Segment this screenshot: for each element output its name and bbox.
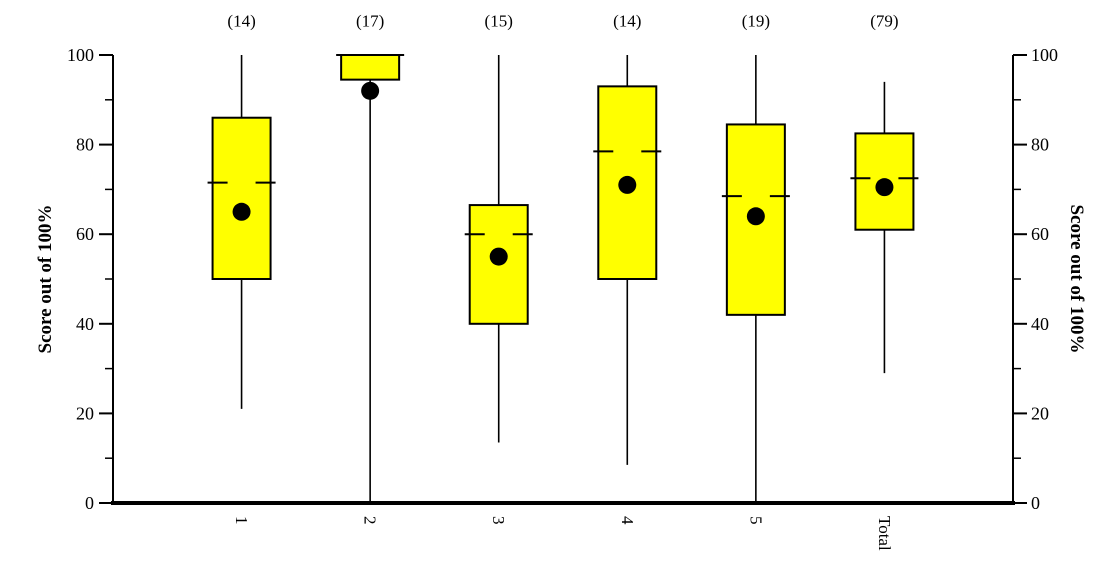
x-tick-label: 3 xyxy=(489,516,508,525)
y-tick-label-left: 0 xyxy=(85,493,94,513)
mean-dot xyxy=(489,247,508,266)
x-tick-label: Total xyxy=(875,516,894,551)
y-tick-label-right: 0 xyxy=(1031,493,1040,513)
mean-dot xyxy=(618,175,637,194)
y-tick-label-left: 80 xyxy=(76,135,94,155)
count-label: (14) xyxy=(613,12,641,31)
x-tick-label: 1 xyxy=(232,516,251,525)
count-label: (15) xyxy=(485,12,513,31)
y-tick-label-right: 20 xyxy=(1031,403,1049,423)
y-axis-title-right: Score out of 100% xyxy=(1066,204,1087,354)
x-tick-label: 2 xyxy=(361,516,380,525)
box xyxy=(211,116,272,280)
count-label: (17) xyxy=(356,12,384,31)
count-label: (14) xyxy=(227,12,255,31)
box xyxy=(340,54,401,81)
y-tick-label-left: 40 xyxy=(76,314,94,334)
y-tick-label-left: 100 xyxy=(67,45,94,65)
y-tick-label-right: 100 xyxy=(1031,45,1058,65)
mean-dot xyxy=(232,202,251,221)
mean-dot xyxy=(875,178,894,197)
mean-dot xyxy=(746,207,765,226)
y-tick-label-left: 20 xyxy=(76,403,94,423)
count-label: (79) xyxy=(870,12,898,31)
y-axis-title-left: Score out of 100% xyxy=(35,204,56,354)
y-tick-label-right: 80 xyxy=(1031,135,1049,155)
count-label: (19) xyxy=(742,12,770,31)
x-tick-label: 5 xyxy=(746,516,765,525)
y-tick-label-right: 60 xyxy=(1031,224,1049,244)
x-tick-label: 4 xyxy=(618,516,637,525)
mean-dot xyxy=(361,81,380,100)
y-tick-label-right: 40 xyxy=(1031,314,1049,334)
y-tick-label-left: 60 xyxy=(76,224,94,244)
